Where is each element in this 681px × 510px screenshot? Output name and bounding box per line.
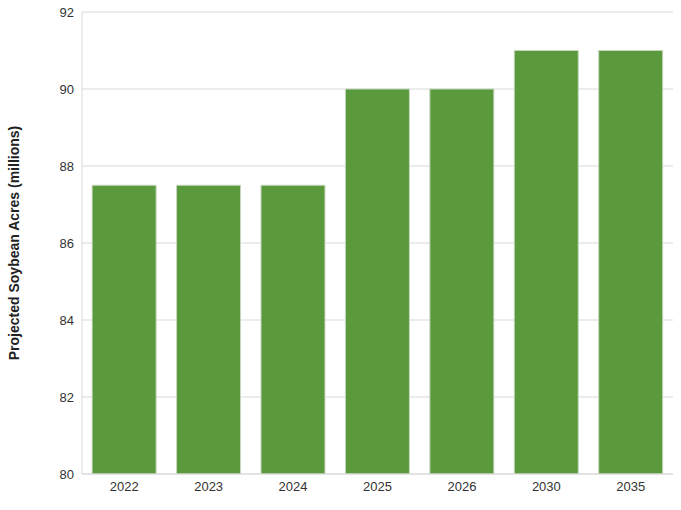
svg-text:2026: 2026 bbox=[447, 479, 476, 494]
svg-text:2030: 2030 bbox=[532, 479, 561, 494]
svg-text:2022: 2022 bbox=[110, 479, 139, 494]
svg-text:80: 80 bbox=[60, 467, 74, 482]
svg-text:2025: 2025 bbox=[363, 479, 392, 494]
svg-text:92: 92 bbox=[60, 5, 74, 20]
svg-text:88: 88 bbox=[60, 159, 74, 174]
svg-text:Projected Soybean Acres (milli: Projected Soybean Acres (millions) bbox=[6, 126, 22, 360]
svg-text:82: 82 bbox=[60, 390, 74, 405]
svg-text:2024: 2024 bbox=[279, 479, 308, 494]
svg-text:2023: 2023 bbox=[194, 479, 223, 494]
svg-text:86: 86 bbox=[60, 236, 74, 251]
svg-text:2035: 2035 bbox=[616, 479, 645, 494]
svg-text:90: 90 bbox=[60, 82, 74, 97]
svg-text:84: 84 bbox=[60, 313, 74, 328]
